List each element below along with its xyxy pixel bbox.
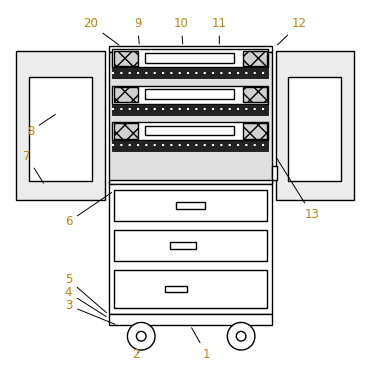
Bar bbox=[112, 67, 268, 78]
Bar bbox=[114, 270, 266, 308]
Text: 3: 3 bbox=[65, 299, 115, 324]
Bar bbox=[176, 202, 205, 209]
Bar bbox=[109, 52, 272, 184]
Bar bbox=[16, 51, 105, 200]
Bar bbox=[170, 242, 196, 249]
Bar bbox=[112, 49, 268, 67]
Bar bbox=[109, 46, 272, 52]
Bar bbox=[276, 51, 354, 200]
Circle shape bbox=[137, 331, 146, 341]
Bar bbox=[243, 51, 266, 66]
Text: 11: 11 bbox=[212, 17, 227, 44]
Bar bbox=[243, 124, 266, 138]
Text: 13: 13 bbox=[277, 159, 320, 221]
Bar bbox=[114, 51, 138, 66]
Text: 20: 20 bbox=[83, 17, 119, 45]
Bar bbox=[109, 184, 272, 315]
Text: 10: 10 bbox=[174, 17, 188, 44]
Circle shape bbox=[227, 322, 255, 350]
Text: 8: 8 bbox=[27, 114, 55, 138]
Bar bbox=[112, 104, 268, 115]
Text: 7: 7 bbox=[23, 150, 44, 183]
Bar bbox=[112, 122, 268, 140]
Text: 2: 2 bbox=[132, 348, 139, 361]
Bar bbox=[114, 190, 266, 221]
Circle shape bbox=[236, 331, 246, 341]
Bar bbox=[114, 230, 266, 261]
Bar bbox=[112, 140, 268, 151]
Bar bbox=[29, 76, 92, 181]
Bar bbox=[243, 87, 266, 102]
Bar bbox=[272, 165, 277, 180]
Text: 1: 1 bbox=[192, 328, 210, 361]
Bar bbox=[165, 286, 187, 292]
Text: 5: 5 bbox=[65, 273, 107, 313]
Bar bbox=[114, 87, 138, 102]
Text: 12: 12 bbox=[278, 17, 307, 45]
Circle shape bbox=[127, 322, 155, 350]
Bar bbox=[109, 315, 272, 325]
Bar bbox=[145, 53, 234, 63]
Bar bbox=[114, 124, 138, 138]
Bar bbox=[145, 89, 234, 99]
Text: 6: 6 bbox=[65, 193, 112, 228]
Text: 9: 9 bbox=[134, 17, 141, 44]
Bar bbox=[112, 86, 268, 104]
Text: 4: 4 bbox=[65, 286, 106, 316]
Bar bbox=[145, 125, 234, 135]
Bar bbox=[288, 76, 341, 181]
Bar bbox=[109, 180, 272, 184]
